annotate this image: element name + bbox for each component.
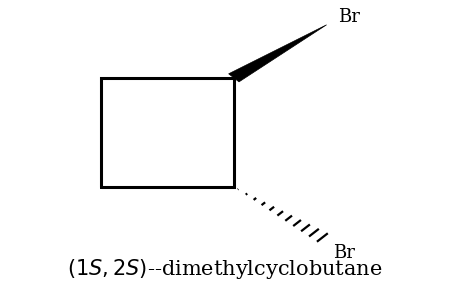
Text: $(1\mathit{S},2\mathit{S})$--dimethylcyclobutane: $(1\mathit{S},2\mathit{S})$--dimethylcyc… <box>68 257 382 281</box>
Text: Br: Br <box>338 8 360 26</box>
Text: Br: Br <box>333 244 355 262</box>
Polygon shape <box>229 25 327 82</box>
